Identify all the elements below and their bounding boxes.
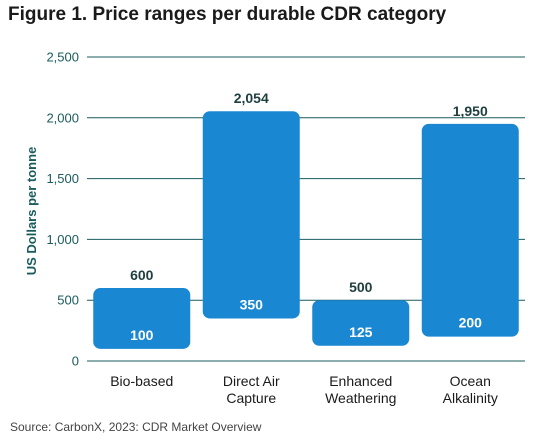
max-value-label: 500 [349, 279, 373, 295]
x-tick-label-line: Bio-based [110, 373, 173, 389]
min-value-label: 350 [240, 296, 264, 312]
x-tick-label-line: Alkalinity [443, 390, 498, 406]
min-value-label: 200 [459, 315, 483, 331]
y-tick-label: 0 [72, 354, 79, 369]
value-labels: 600 100 2,054 350 500 125 1,950 200 [130, 90, 488, 343]
y-tick-label: 1,500 [46, 171, 79, 186]
y-tick-label: 500 [57, 293, 79, 308]
range-bar [421, 123, 519, 337]
y-tick-label: 1,000 [46, 232, 79, 247]
x-tick-label-line: Weathering [325, 390, 396, 406]
y-tick-label: 2,500 [46, 50, 79, 65]
x-tick-label-line: Ocean [450, 373, 491, 389]
x-tick-label: Ocean Alkalinity [443, 373, 498, 406]
figure-title: Figure 1. Price ranges per durable CDR c… [8, 4, 447, 25]
y-tick-label: 2,000 [46, 110, 79, 125]
range-bar [202, 111, 300, 319]
range-bar [312, 300, 410, 346]
min-value-label: 125 [349, 324, 373, 340]
min-value-label: 100 [130, 327, 154, 343]
x-tick-label-line: Direct Air [223, 373, 280, 389]
range-bar [93, 288, 191, 349]
x-tick-label: Enhanced Weathering [325, 373, 396, 406]
range-bars [93, 111, 519, 349]
source-note: Source: CarbonX, 2023: CDR Market Overvi… [10, 420, 262, 434]
max-value-label: 2,054 [234, 90, 269, 106]
y-tick-labels: 0 500 1,000 1,500 2,000 2,500 [46, 50, 79, 369]
x-tick-label: Bio-based [110, 373, 173, 389]
x-tick-label-line: Capture [226, 390, 276, 406]
x-tick-label: Direct Air Capture [223, 373, 280, 406]
y-axis-label: US Dollars per tonne [24, 147, 39, 276]
x-tick-label-line: Enhanced [329, 373, 392, 389]
max-value-label: 600 [130, 267, 154, 283]
max-value-label: 1,950 [453, 103, 488, 119]
x-tick-labels: Bio-based Direct Air Capture Enhanced Weathe… [110, 373, 498, 406]
